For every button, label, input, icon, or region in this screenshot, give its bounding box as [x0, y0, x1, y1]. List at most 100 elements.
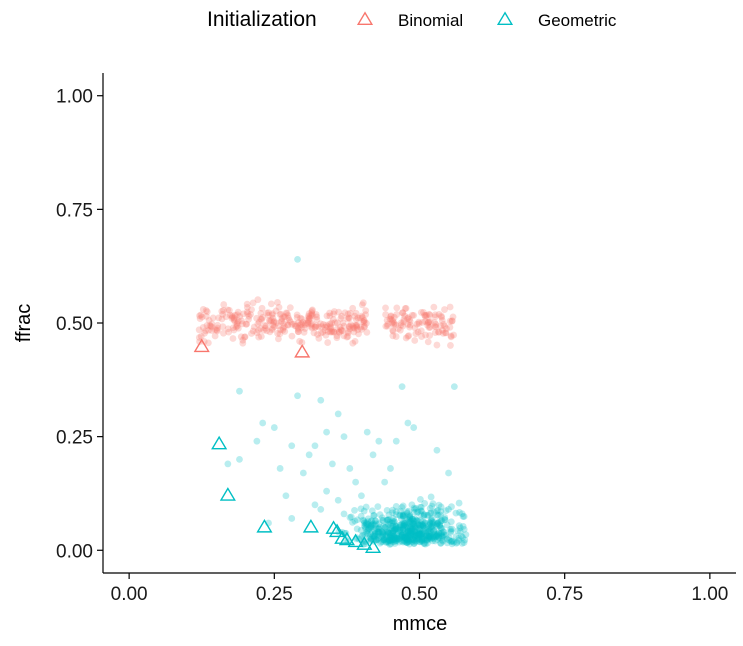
geometric-point [429, 520, 436, 527]
geometric-point [253, 437, 261, 445]
x-tick-label: 1.00 [691, 584, 728, 605]
binomial-point [352, 316, 360, 323]
binomial-point [404, 314, 412, 321]
binomial-point [326, 322, 334, 330]
geometric-point [259, 419, 267, 427]
binomial-point [389, 332, 397, 340]
geometric-point [399, 512, 407, 519]
geometric-point [443, 521, 451, 529]
binomial-point [195, 326, 203, 334]
geometric-point [414, 517, 422, 525]
geometric-point [418, 530, 426, 538]
geometric-point [442, 507, 450, 515]
geometric-point [364, 525, 372, 533]
geometric-point [416, 530, 424, 538]
geometric-point [428, 534, 436, 542]
geometric-point [430, 519, 438, 526]
binomial-point [307, 311, 315, 319]
geometric-point [421, 519, 429, 527]
geometric-point [388, 532, 396, 540]
geometric-point [399, 512, 407, 519]
binomial-point [392, 321, 400, 329]
geometric-point [425, 533, 433, 541]
geometric-point [385, 536, 393, 544]
binomial-point [268, 326, 276, 334]
geometric-point [412, 538, 420, 546]
binomial-point [218, 315, 226, 323]
geometric-point [391, 535, 399, 543]
geometric-point [403, 529, 410, 537]
binomial-point [358, 325, 366, 333]
geometric-point [390, 532, 398, 539]
geometric-point [456, 509, 463, 516]
binomial-point [406, 318, 414, 325]
geometric-point [437, 508, 445, 515]
geometric-point [349, 518, 356, 526]
geometric-point [395, 535, 403, 543]
binomial-point [230, 314, 238, 322]
binomial-point [278, 315, 286, 322]
geometric-point [450, 538, 458, 546]
geometric-point [425, 522, 433, 529]
geometric-point [426, 520, 434, 528]
geometric-point [417, 507, 425, 515]
geometric-point [388, 535, 396, 543]
binomial-point [244, 310, 252, 318]
geometric-point [397, 533, 405, 540]
binomial-point [358, 312, 366, 320]
geometric-point [437, 511, 445, 519]
geometric-point [436, 522, 444, 530]
geometric-point [384, 530, 391, 538]
binomial-point [263, 327, 271, 335]
binomial-point [389, 318, 397, 326]
binomial-point [392, 333, 400, 340]
geometric-triangle [356, 536, 373, 550]
binomial-point [335, 308, 343, 316]
binomial-point [277, 326, 284, 334]
geometric-point [417, 503, 425, 511]
geometric-point [421, 519, 429, 527]
geometric-point [328, 460, 336, 468]
geometric-point [415, 530, 423, 538]
binomial-point [439, 329, 447, 337]
geometric-point [419, 522, 427, 530]
binomial-point [335, 328, 343, 336]
geometric-point [407, 517, 415, 525]
binomial-point [202, 312, 210, 320]
binomial-point [225, 306, 233, 314]
binomial-point [431, 313, 439, 321]
geometric-point [410, 531, 418, 539]
binomial-point [361, 319, 368, 326]
geometric-point [276, 465, 284, 472]
geometric-point [370, 511, 378, 519]
geometric-point [385, 536, 393, 544]
binomial-point [361, 323, 369, 330]
geometric-point [410, 517, 418, 525]
geometric-point [317, 505, 325, 513]
geometric-point [430, 528, 437, 535]
geometric-point [389, 529, 397, 537]
geometric-point [427, 509, 435, 517]
geometric-point [395, 523, 403, 531]
binomial-triangle [193, 338, 210, 353]
geometric-point [437, 503, 445, 511]
x-tick-label: 0.00 [111, 584, 148, 605]
binomial-point [225, 328, 233, 336]
geometric-point [393, 535, 401, 542]
geometric-point [373, 536, 381, 544]
binomial-point [324, 328, 332, 336]
geometric-point [400, 521, 408, 528]
geometric-point [408, 501, 416, 509]
binomial-point [278, 317, 286, 325]
binomial-point [435, 328, 442, 336]
geometric-point [323, 487, 330, 495]
binomial-point [349, 324, 357, 332]
binomial-point [322, 321, 330, 329]
binomial-point [201, 329, 208, 337]
binomial-point [226, 311, 234, 319]
geometric-point [393, 532, 401, 540]
geometric-point [405, 531, 413, 538]
geometric-point [399, 538, 407, 546]
binomial-point [338, 312, 346, 320]
geometric-point [357, 505, 365, 513]
